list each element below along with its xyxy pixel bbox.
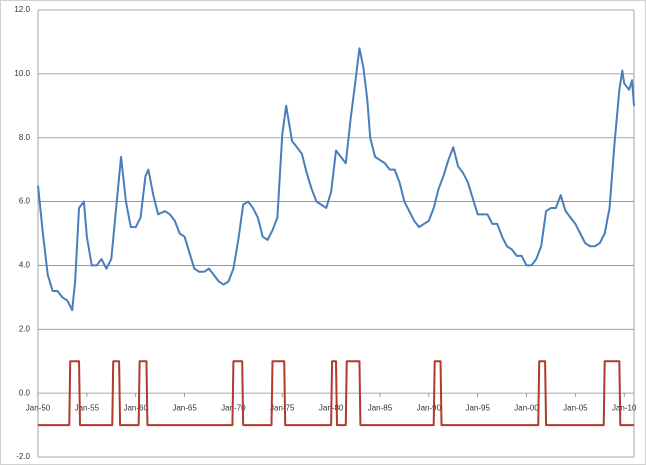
y-tick-label: -2.0	[16, 452, 30, 461]
x-tick-label: Jan-75	[270, 403, 295, 412]
y-tick-label: 10.0	[14, 69, 30, 78]
x-tick-label: Jan-00	[514, 403, 539, 412]
x-tick-label: Jan-60	[123, 403, 148, 412]
x-tick-label: Jan-65	[172, 403, 197, 412]
y-tick-label: 12.0	[14, 5, 30, 14]
x-tick-label: Jan-50	[26, 403, 51, 412]
y-tick-label: 0.0	[19, 388, 31, 397]
x-tick-label: Jan-10	[612, 403, 637, 412]
x-tick-label: Jan-90	[417, 403, 442, 412]
x-tick-label: Jan-55	[75, 403, 100, 412]
data-line	[37, 47, 635, 312]
y-tick-label: 8.0	[19, 133, 31, 142]
y-tick-label: 6.0	[19, 197, 31, 206]
x-tick-label: Jan-85	[368, 403, 393, 412]
x-tick-label: Jan-05	[563, 403, 588, 412]
y-tick-label: 4.0	[19, 261, 31, 270]
x-tick-label: Jan-95	[465, 403, 490, 412]
data-line	[38, 360, 634, 427]
y-tick-label: 2.0	[19, 324, 31, 333]
